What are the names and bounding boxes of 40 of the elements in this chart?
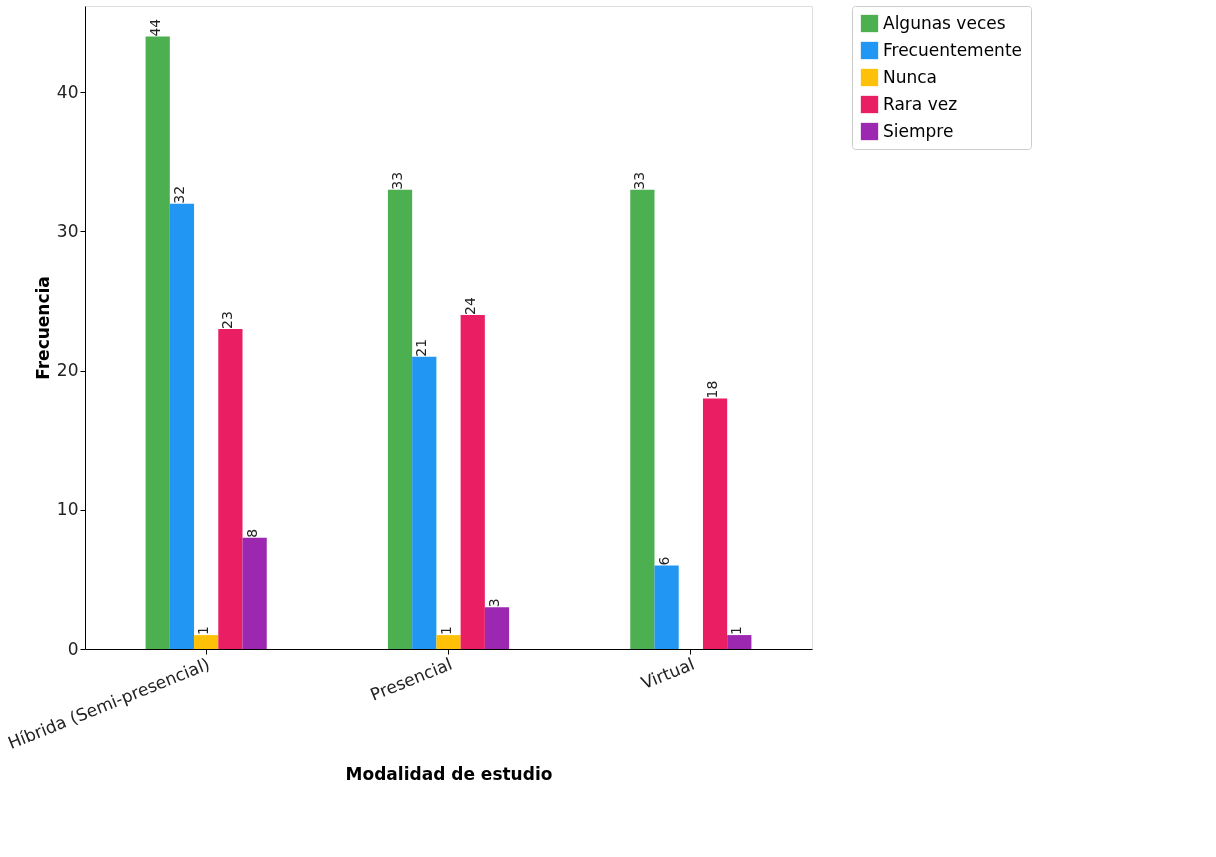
x-axis-title: Modalidad de estudio	[345, 764, 553, 785]
data-label: 44	[146, 18, 163, 37]
data-label: 1	[195, 626, 212, 636]
bar	[412, 356, 437, 649]
y-axis-title: Frecuencia	[32, 276, 53, 380]
bar	[727, 635, 752, 649]
data-label: 23	[219, 311, 236, 329]
legend-label: Frecuentemente	[883, 39, 1023, 60]
data-label: 1	[728, 626, 745, 636]
legend-label: Algunas veces	[883, 12, 1006, 33]
bar	[630, 189, 655, 649]
bar	[654, 565, 679, 649]
legend-label: Rara vez	[883, 93, 958, 114]
data-label: 33	[631, 171, 648, 190]
y-tick-label: 40	[56, 81, 79, 102]
y-tick-label: 10	[56, 499, 79, 520]
data-label: 8	[243, 528, 260, 538]
bar	[169, 203, 195, 649]
bar	[194, 635, 219, 649]
bar	[436, 635, 461, 649]
bar	[218, 328, 243, 649]
legend-label: Siempre	[883, 120, 954, 141]
data-label: 33	[389, 171, 406, 190]
bar	[460, 314, 485, 649]
data-label: 24	[461, 297, 478, 315]
bar	[145, 36, 170, 649]
bar	[387, 189, 413, 649]
data-label: 21	[413, 338, 430, 357]
data-label: 18	[704, 380, 721, 399]
data-label: 32	[170, 185, 187, 204]
y-tick-label: 30	[56, 220, 79, 241]
bar	[242, 537, 267, 649]
y-tick-label: 0	[67, 638, 79, 659]
data-label: 6	[655, 556, 672, 566]
y-tick-label: 20	[56, 360, 79, 381]
bar	[702, 398, 728, 649]
data-label: 3	[485, 598, 502, 608]
bar	[484, 607, 510, 649]
data-label: 1	[437, 626, 454, 636]
legend-label: Nunca	[883, 66, 938, 87]
